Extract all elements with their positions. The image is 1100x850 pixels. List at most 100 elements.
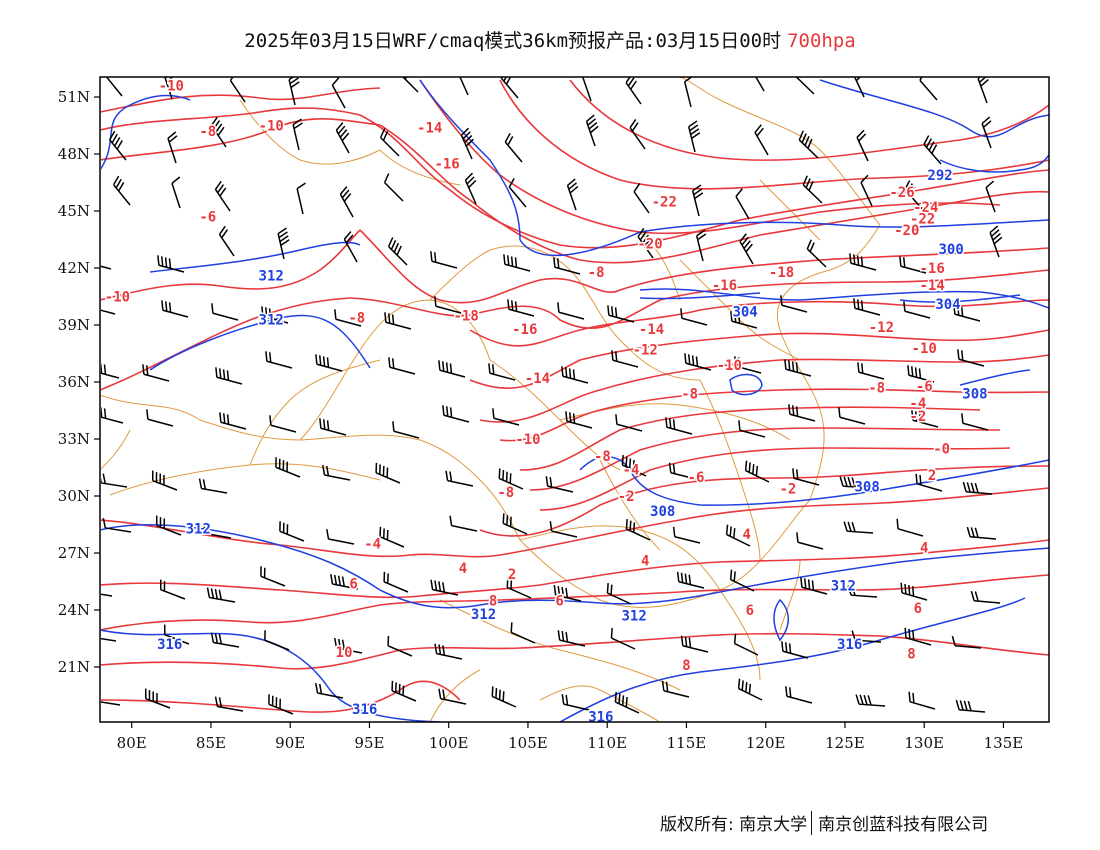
isotherm-label: 10 (336, 645, 353, 661)
map-axes: 80E 85E 90E 95E 100E 105E 110E 115E 120E 125E 130E… (58, 88, 1023, 752)
wind-barb (202, 523, 232, 539)
isotherm-line (101, 297, 351, 391)
wind-barb (504, 132, 523, 163)
boundary-line (759, 179, 821, 241)
wind-barb (163, 624, 190, 645)
wind-barb (464, 172, 477, 205)
wind-barb (269, 415, 297, 433)
wind-barb (951, 635, 982, 649)
wind-barb (101, 363, 120, 379)
isotherm-label: 2 (508, 567, 516, 583)
wind-barb (277, 227, 290, 260)
wind-barb (687, 120, 701, 153)
height-contour (559, 597, 1026, 722)
lat-label: 51N (58, 88, 90, 106)
wind-barb (206, 587, 236, 603)
wind-barb (157, 255, 185, 273)
isotherm-label: -8 (681, 386, 698, 402)
wind-barb (781, 641, 809, 659)
wind-barb (729, 569, 755, 592)
isotherm-label: -6 (199, 210, 216, 226)
wind-barb (144, 688, 171, 709)
isotherm-line (419, 79, 1001, 235)
credit-line: 版权所有: 南京大学 南京创蓝科技有限公司 (660, 810, 988, 835)
wind-barb (843, 521, 874, 534)
height-label: 312 (259, 312, 284, 328)
wind-barb (907, 365, 935, 383)
isotherm-line (359, 114, 1049, 249)
isotherm-line (569, 79, 1049, 161)
boundary-line (679, 77, 881, 226)
isotherm-label: -10 (259, 119, 284, 135)
wind-barb (734, 356, 762, 374)
isotherm-label: -22 (910, 212, 935, 228)
wind-barb (899, 256, 927, 274)
isotherm-line (101, 632, 1049, 670)
isotherm-line (479, 354, 1049, 423)
height-label: 312 (621, 609, 646, 625)
wind-barb (326, 529, 355, 545)
isotherm-line (469, 329, 1049, 389)
chart-title: 2025年03月15日WRF/cmaq模式36km预报产品:03月15日00时 7… (0, 26, 1100, 53)
wind-barb (672, 526, 701, 544)
wind-barb (459, 77, 469, 96)
wind-barb (725, 524, 751, 547)
isotherm-label: -2 (909, 409, 926, 425)
wind-barb (614, 691, 640, 714)
wind-barb (637, 228, 654, 259)
wind-barb (606, 582, 632, 605)
height-contour (101, 629, 441, 722)
wind-barb (733, 633, 759, 656)
isotherm-label: -8 (588, 265, 605, 281)
isotherm-label: -14 (639, 322, 664, 338)
wind-barb (581, 77, 592, 102)
isotherm-label: -10 (717, 358, 742, 374)
lon-label: 135E (984, 734, 1024, 752)
wind-barb (214, 696, 244, 712)
wind-barb (610, 627, 636, 650)
boundary-line (719, 589, 761, 681)
isotherm-label: 6 (349, 576, 357, 592)
lat-label: 48N (58, 145, 90, 163)
wind-barb (961, 413, 989, 431)
isotherm-label: -18 (769, 265, 794, 281)
height-contour (639, 292, 761, 300)
isotherm-label: 4 (742, 527, 750, 543)
isotherm-label: -8 (497, 485, 514, 501)
isotherm-label: 6 (914, 601, 922, 617)
wind-barb (970, 590, 1001, 604)
lon-label: 100E (429, 734, 469, 752)
isotherm-label: -8 (594, 449, 611, 465)
lon-label: 90E (275, 734, 305, 752)
height-contour (959, 369, 1031, 386)
wind-barb (981, 116, 992, 149)
wind-barb (112, 175, 131, 206)
isotherm-line (529, 427, 1001, 491)
isotherm-line (379, 124, 1049, 264)
wind-barb (296, 182, 306, 215)
wind-barb (275, 457, 301, 478)
wind-barb (625, 77, 642, 105)
height-contour (519, 219, 1049, 257)
credit-separator (811, 811, 813, 835)
wind-barb (561, 366, 589, 384)
height-contour (101, 524, 1049, 609)
wind-barb (754, 124, 769, 156)
wind-barb (460, 127, 474, 160)
lat-label: 33N (58, 430, 90, 448)
wind-barb (491, 686, 517, 708)
boundary-line (539, 685, 661, 722)
wind-barb (553, 585, 582, 602)
wind-barb (331, 77, 346, 109)
boundary-line (569, 269, 701, 381)
wind-barb (210, 116, 227, 148)
wind-barb (798, 130, 819, 159)
height-label: 304 (732, 305, 757, 321)
isotherm-label: -26 (889, 185, 914, 201)
height-contour (939, 154, 1049, 173)
isotherm-line (469, 299, 1049, 347)
isotherm-label: -12 (869, 320, 894, 336)
height-contour (579, 456, 1049, 506)
isotherm-line (359, 229, 1049, 304)
wind-barb (445, 470, 474, 487)
